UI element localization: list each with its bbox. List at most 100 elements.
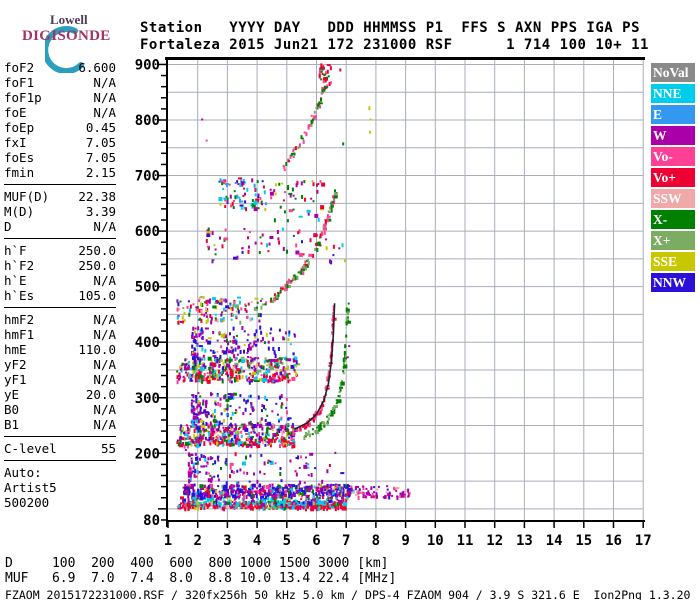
- legend-item-x: X-: [651, 210, 695, 229]
- param-value: N/A: [93, 357, 116, 372]
- param-row: B0 N/A: [4, 402, 116, 417]
- x-axis-label: 1: [164, 533, 172, 549]
- param-label: yF1: [4, 372, 27, 387]
- param-group: Auto: Artist5 500200: [4, 465, 116, 514]
- param-value: 55: [100, 441, 116, 456]
- param-value: N/A: [93, 105, 116, 120]
- x-axis-label: 13: [516, 533, 533, 549]
- param-label: foE: [4, 105, 27, 120]
- param-row: foE N/A: [4, 105, 116, 120]
- x-axis-label: 3: [223, 533, 231, 549]
- param-group: C-level 55: [4, 441, 116, 461]
- legend-item-sse: SSE: [651, 252, 695, 271]
- param-label: Auto:: [4, 465, 42, 480]
- legend-item-x: X+: [651, 231, 695, 250]
- param-value: 0.45: [85, 120, 116, 135]
- param-label: foEs: [4, 150, 35, 165]
- param-value: 7.05: [85, 150, 116, 165]
- param-label: Artist5: [4, 480, 57, 495]
- x-axis-label: 4: [253, 533, 261, 549]
- y-axis-label: 80: [143, 513, 160, 529]
- param-group: foF2 6.600 foF1 N/A foF1p N/A foE N/A foEp 0.45 fx…: [4, 60, 116, 185]
- x-axis-label: 5: [283, 533, 291, 549]
- param-label: M(D): [4, 204, 35, 219]
- plot-frame: [158, 57, 645, 528]
- param-row: foEs 7.05: [4, 150, 116, 165]
- y-axis-label: 700: [135, 169, 160, 185]
- param-label: fmin: [4, 165, 35, 180]
- legend-item-noval: NoVal: [651, 63, 695, 82]
- param-value: 105.0: [78, 288, 116, 303]
- param-label: hmF2: [4, 312, 35, 327]
- x-axis-label: 11: [457, 533, 474, 549]
- legend-item-vo: Vo+: [651, 168, 695, 187]
- header-column-titles: Station YYYY DAY DDD HHMMSS P1 FFS S AXN…: [140, 20, 641, 36]
- x-axis-label: 9: [401, 533, 409, 549]
- param-row: foF2 6.600: [4, 60, 116, 75]
- x-axis-label: 14: [546, 533, 563, 549]
- param-row: foF1p N/A: [4, 90, 116, 105]
- muf-frequency-row: MUF 6.9 7.0 7.4 8.0 8.8 10.0 13.4 22.4 […: [5, 571, 397, 586]
- param-row: fxI 7.05: [4, 135, 116, 150]
- param-value: 22.38: [78, 189, 116, 204]
- muf-distance-row: D 100 200 400 600 800 1000 1500 3000 [km…: [5, 556, 389, 571]
- x-axis-label: 6: [312, 533, 320, 549]
- param-value: 7.05: [85, 135, 116, 150]
- param-value: N/A: [93, 402, 116, 417]
- param-row: hmF2 N/A: [4, 312, 116, 327]
- param-row: yF1 N/A: [4, 372, 116, 387]
- x-axis-label: 16: [605, 533, 622, 549]
- param-row: D N/A: [4, 219, 116, 234]
- param-label: C-level: [4, 441, 57, 456]
- param-value: N/A: [93, 273, 116, 288]
- param-label: D: [4, 219, 12, 234]
- param-value: 110.0: [78, 342, 116, 357]
- param-value: 3.39: [85, 204, 116, 219]
- param-row: foEp 0.45: [4, 120, 116, 135]
- param-label: fxI: [4, 135, 27, 150]
- param-value: N/A: [93, 417, 116, 432]
- param-label: hmE: [4, 342, 27, 357]
- param-row: 500200: [4, 495, 116, 510]
- param-group: h`F 250.0 h`F2 250.0 h`E N/A h`Es 105.0: [4, 243, 116, 308]
- param-label: B1: [4, 417, 20, 432]
- logo-digisonde-text: DIGISONDE: [22, 28, 111, 44]
- param-value: 250.0: [78, 258, 116, 273]
- legend-item-vo: Vo-: [651, 147, 695, 166]
- param-value: N/A: [93, 75, 116, 90]
- file-info-row: FZAOM_2015172231000.RSF / 320fx256h 50 k…: [5, 588, 691, 600]
- parameter-panel: foF2 6.600 foF1 N/A foF1p N/A foE N/A foEp 0.45 fx…: [4, 60, 116, 518]
- param-group: hmF2 N/A hmF1 N/A hmE 110.0 yF2 N/A yF1 N/A yE 20.0…: [4, 312, 116, 437]
- y-axis-label: 400: [135, 335, 160, 351]
- grid: [168, 60, 644, 520]
- x-axis-label: 2: [193, 533, 201, 549]
- legend-item-w: W: [651, 126, 695, 145]
- param-value: 250.0: [78, 243, 116, 258]
- param-value: N/A: [93, 312, 116, 327]
- param-label: h`F: [4, 243, 27, 258]
- param-label: foF2: [4, 60, 35, 75]
- param-value: 2.15: [85, 165, 116, 180]
- artist-profile-line: [293, 303, 336, 431]
- param-label: h`Es: [4, 288, 35, 303]
- legend-item-nnw: NNW: [651, 273, 695, 292]
- logo-lowell-text: Lowell: [50, 12, 88, 27]
- param-row: Artist5: [4, 480, 116, 495]
- param-value: N/A: [93, 219, 116, 234]
- param-row: yE 20.0: [4, 387, 116, 402]
- param-label: foF1p: [4, 90, 42, 105]
- param-label: yF2: [4, 357, 27, 372]
- param-label: MUF(D): [4, 189, 50, 204]
- param-label: hmF1: [4, 327, 35, 342]
- y-axis-label: 300: [135, 391, 160, 407]
- y-axis-label: 200: [135, 446, 160, 462]
- y-axis-label: 500: [135, 280, 160, 296]
- param-label: foEp: [4, 120, 35, 135]
- param-row: fmin 2.15: [4, 165, 116, 180]
- x-axis-label: 17: [635, 533, 652, 549]
- param-row: foF1 N/A: [4, 75, 116, 90]
- x-axis-label: 10: [427, 533, 444, 549]
